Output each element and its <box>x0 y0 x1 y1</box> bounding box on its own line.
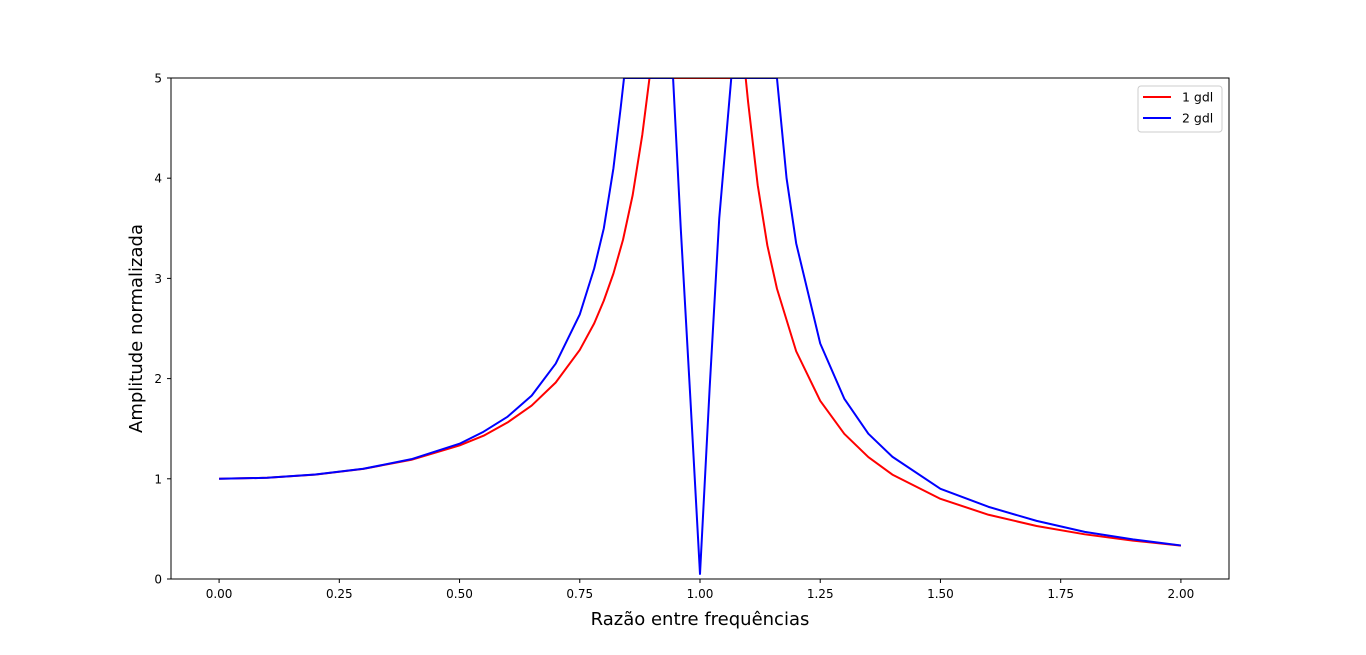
series-layer <box>219 78 1182 575</box>
x-tick-label: 1.75 <box>1047 587 1074 601</box>
y-tick-label: 0 <box>154 573 162 587</box>
legend-label-2-gdl: 2 gdl <box>1182 111 1213 126</box>
x-tick-label: 1.25 <box>807 587 834 601</box>
x-axis-label: Razão entre frequências <box>591 609 810 630</box>
x-axis: 0.00 0.25 0.50 0.75 1.00 1.25 1.50 1.75 2.00 <box>206 579 1195 601</box>
x-tick-label: 0.00 <box>206 587 233 601</box>
x-tick-label: 0.25 <box>326 587 353 601</box>
y-tick-label: 4 <box>154 172 162 186</box>
legend: 1 gdl 2 gdl <box>1137 85 1223 133</box>
y-tick-label: 3 <box>154 272 162 286</box>
series-line-2-gdl <box>219 78 1182 575</box>
x-tick-label: 0.75 <box>566 587 593 601</box>
x-tick-label: 2.00 <box>1168 587 1195 601</box>
series-line-1-gdl <box>219 78 1182 547</box>
y-axis: 0 1 2 3 4 5 <box>154 72 171 587</box>
y-tick-label: 2 <box>154 372 162 386</box>
x-tick-label: 1.00 <box>687 587 714 601</box>
x-tick-label: 0.50 <box>446 587 473 601</box>
y-axis-label: Amplitude normalizada <box>126 224 147 433</box>
x-tick-label: 1.50 <box>927 587 954 601</box>
legend-label-1-gdl: 1 gdl <box>1182 90 1213 105</box>
y-tick-label: 5 <box>154 72 162 86</box>
y-tick-label: 1 <box>154 472 162 486</box>
